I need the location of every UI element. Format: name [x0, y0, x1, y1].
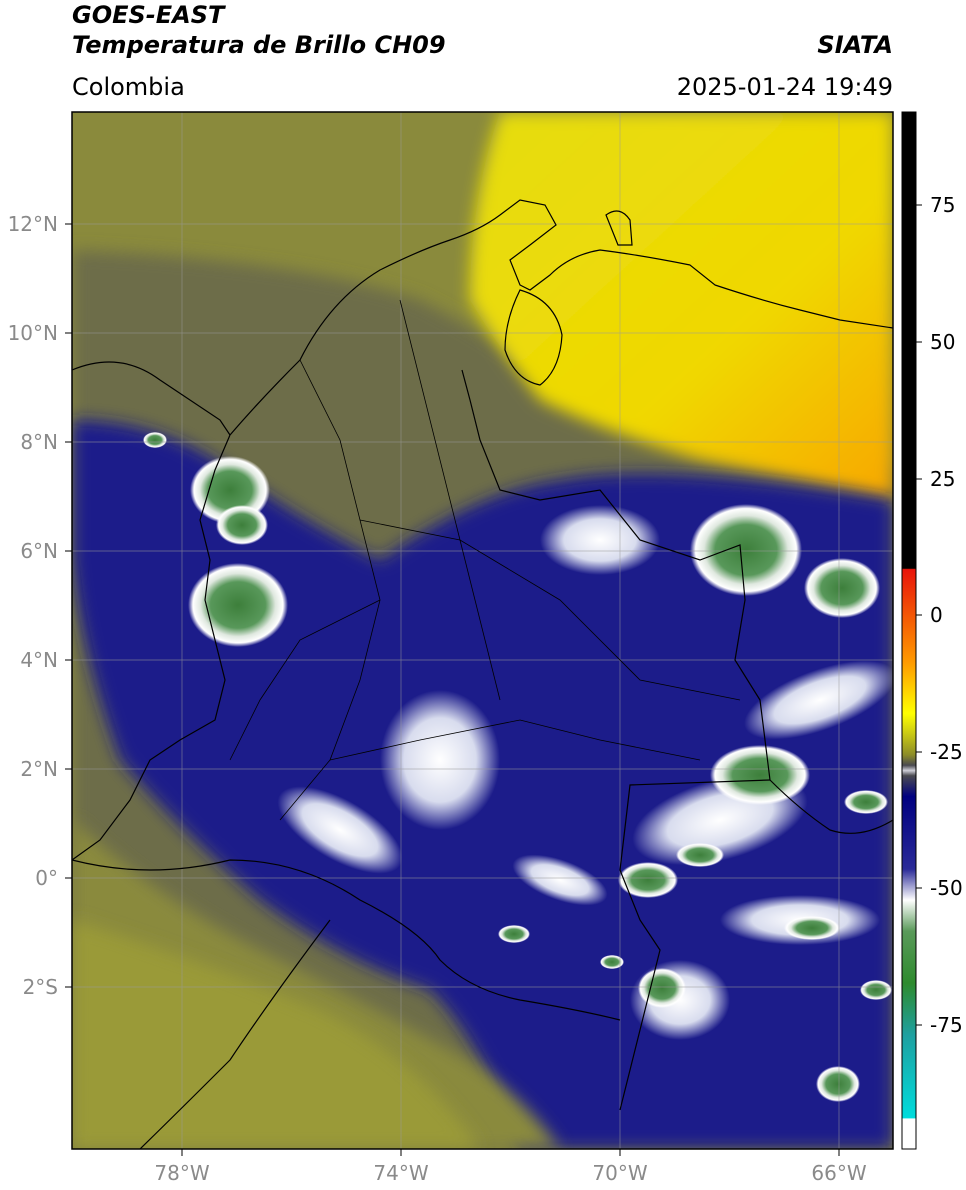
lat-label-12n: 12°N — [8, 212, 58, 236]
map-frame — [71, 111, 894, 1150]
lat-label-2n: 2°N — [20, 757, 58, 781]
lon-label-70w: 70°W — [592, 1161, 647, 1185]
brightness-temperature-field — [72, 112, 893, 1149]
colorbar-ramp — [901, 111, 917, 1150]
colorbar-label-m50: -50 — [930, 876, 963, 900]
colorbar-label-75: 75 — [930, 193, 955, 217]
lon-label-74w: 74°W — [373, 1161, 428, 1185]
lat-label-6n: 6°N — [20, 539, 58, 563]
region-label: Colombia — [72, 73, 185, 101]
colorbar-label-0: 0 — [930, 603, 943, 627]
colorbar-label-m75: -75 — [930, 1013, 963, 1037]
datetime-label: 2025-01-24 19:49 — [676, 73, 893, 101]
lat-label-0: 0° — [35, 866, 58, 890]
lat-labels: 12°N 10°N 8°N 6°N 4°N 2°N 0° 2°S — [8, 212, 58, 999]
lon-label-66w: 66°W — [811, 1161, 866, 1185]
colorbar-label-25: 25 — [930, 467, 955, 491]
agency-label: SIATA — [817, 31, 893, 59]
product-title: Temperatura de Brillo CH09 — [72, 31, 446, 59]
lat-label-10n: 10°N — [8, 321, 58, 345]
colorbar-label-50: 50 — [930, 330, 955, 354]
lat-label-8n: 8°N — [20, 430, 58, 454]
axis-ticks — [65, 223, 840, 1156]
lon-label-78w: 78°W — [154, 1161, 209, 1185]
borders — [72, 199, 893, 1149]
lat-label-2s: 2°S — [23, 975, 58, 999]
colorbar-label-m25: -25 — [930, 740, 963, 764]
title-block: GOES-EAST Temperatura de Brillo CH09 Col… — [72, 0, 446, 102]
title-right-block: SIATA 2025-01-24 19:49 — [677, 30, 893, 102]
graticule — [72, 112, 893, 1149]
satellite-title: GOES-EAST — [72, 1, 225, 29]
colorbar: 75 50 25 0 -25 -50 -75 — [901, 111, 963, 1150]
lat-label-4n: 4°N — [20, 648, 58, 672]
lon-labels: 78°W 74°W 70°W 66°W — [154, 1161, 866, 1185]
